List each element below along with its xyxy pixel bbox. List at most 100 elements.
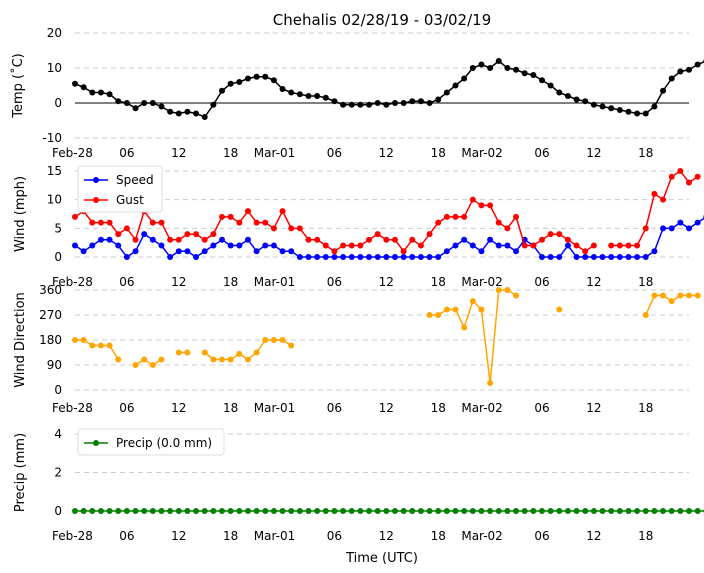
wind-gust-point [115,231,122,238]
wind-direction-direction-point [115,356,122,363]
x-axis-label: Time (UTC) [345,551,418,566]
precip-precip-0-0-mm-point [625,508,632,514]
precip-x-tick-label: 06 [327,529,342,543]
precip-precip-0-0-mm-point [590,508,597,514]
temp-temp-point [357,101,364,108]
temp-temp-point [288,89,295,96]
temp-temp-point [201,114,208,120]
wind-speed-point [244,236,251,243]
precip-x-tick-label: Feb-28 [52,529,93,543]
wind-gust-point [270,225,277,232]
wind-x-tick-label: Feb-28 [52,275,93,289]
precip-precip-0-0-mm-point [331,508,338,514]
wind-direction-y-axis-label: Wind Direction [13,292,28,388]
precip-precip-0-0-mm-point [97,508,104,514]
wind-gust-point [461,213,468,220]
wind-gust-point [193,231,200,238]
wind-gust-point [314,236,321,243]
temp-temp-point [616,107,623,113]
wind-direction-direction-mar-01-18-onward-point [651,292,658,299]
wind-speed-point [210,242,217,249]
wind-direction-y-tick-label: 90 [47,358,62,372]
temp-temp-point [487,65,494,71]
wind-gust-point [132,236,139,243]
precip-precip-0-0-mm-point [227,508,234,514]
wind-speed-point [184,248,191,255]
temp-temp-point [219,87,226,94]
precip-precip-0-0-mm-point [435,508,442,514]
precip-precip-0-0-mm-point [426,508,433,514]
wind-speed-point [478,248,485,255]
precip-precip-0-0-mm-point [115,508,122,514]
wind-gust-point [149,219,156,226]
temp-temp-point [426,100,433,106]
temp-temp-point [270,77,277,84]
temp-panel: -10 0 10 20 Temp (˚C) Feb-28 06 12 18 Mar-01 06 12 1… [10,26,704,160]
wind-direction-direction-point [80,337,87,343]
wind-gust-point [331,248,338,255]
wind-gust-point [348,242,355,249]
wind-direction-direction-point [244,356,251,363]
wind-speed-point [193,254,200,260]
wind-y-tick-label: 15 [47,164,62,178]
wind-direction-direction-point [253,349,260,356]
temp-temp-point [340,101,347,108]
wind-direction-direction-mar-01-18-onward-point [478,306,485,313]
wind-gust-point [409,236,416,243]
temp-temp-point [573,96,580,103]
wind-direction-x-tick-label: 12 [379,401,394,415]
precip-precip-0-0-mm-point [80,508,87,514]
precip-precip-0-0-mm-point [149,508,156,514]
precip-precip-0-0-mm-point [582,508,589,514]
temp-x-tick-label: 06 [119,146,134,160]
wind-gust-point [210,231,217,238]
precip-precip-0-0-mm-point [599,508,606,514]
wind-speed-point [608,254,615,260]
precip-precip-0-0-mm-point [521,508,528,514]
temp-y-tick-label: 20 [47,26,62,40]
chart-title: Chehalis 02/28/19 - 03/02/19 [273,11,492,29]
temp-x-tick-label: 06 [327,146,342,160]
wind-speed-point [556,254,563,260]
wind-gust-point [391,236,398,243]
wind-speed-point [443,248,450,255]
temp-temp-point [668,75,675,82]
precip-precip-0-0-mm-point [288,508,295,514]
wind-speed-point [123,254,130,260]
wind-speed-point [590,254,597,260]
precip-x-tick-label: 12 [171,529,186,543]
precip-precip-0-0-mm-point [184,508,191,514]
wind-gust-point [642,225,649,232]
precip-precip-0-0-mm-point [547,508,554,514]
wind-speed-point [253,248,260,255]
wind-gust-point [616,242,623,249]
temp-temp-point [443,89,450,96]
wind-x-tick-label: 06 [119,275,134,289]
wind-gust-point [123,225,130,232]
wind-direction-x-tick-label: 06 [119,401,134,415]
wind-x-tick-label: 12 [379,275,394,289]
precip-precip-0-0-mm-point [357,508,364,514]
precip-x-tick-label: 18 [223,529,238,543]
precip-precip-0-0-mm-point [391,508,398,514]
temp-temp-point [383,101,390,108]
precip-precip-0-0-mm-point [400,508,407,514]
wind-direction-direction-point [270,337,277,343]
temp-temp-point [634,110,641,117]
precip-precip-0-0-mm-point [279,508,286,514]
temp-temp-point [651,103,658,110]
temp-temp-point [391,100,398,106]
temp-temp-point [115,98,122,105]
wind-gust-point [426,231,433,238]
wind-direction-x-tick-label: Mar-01 [254,401,295,415]
temp-temp-point [89,89,96,96]
precip-x-tick-label: 18 [638,529,653,543]
wind-y-axis-label: Wind (mph) [13,176,28,252]
temp-temp-point [538,77,545,84]
temp-temp-point [530,72,537,78]
temp-y-axis-label: Temp (˚C) [10,53,26,119]
temp-y-tick-label: -10 [42,131,62,145]
temp-temp-point [348,101,355,108]
wind-speed-point [383,254,390,260]
wind-direction-direction-mar-01-18-onward-point [642,312,649,318]
